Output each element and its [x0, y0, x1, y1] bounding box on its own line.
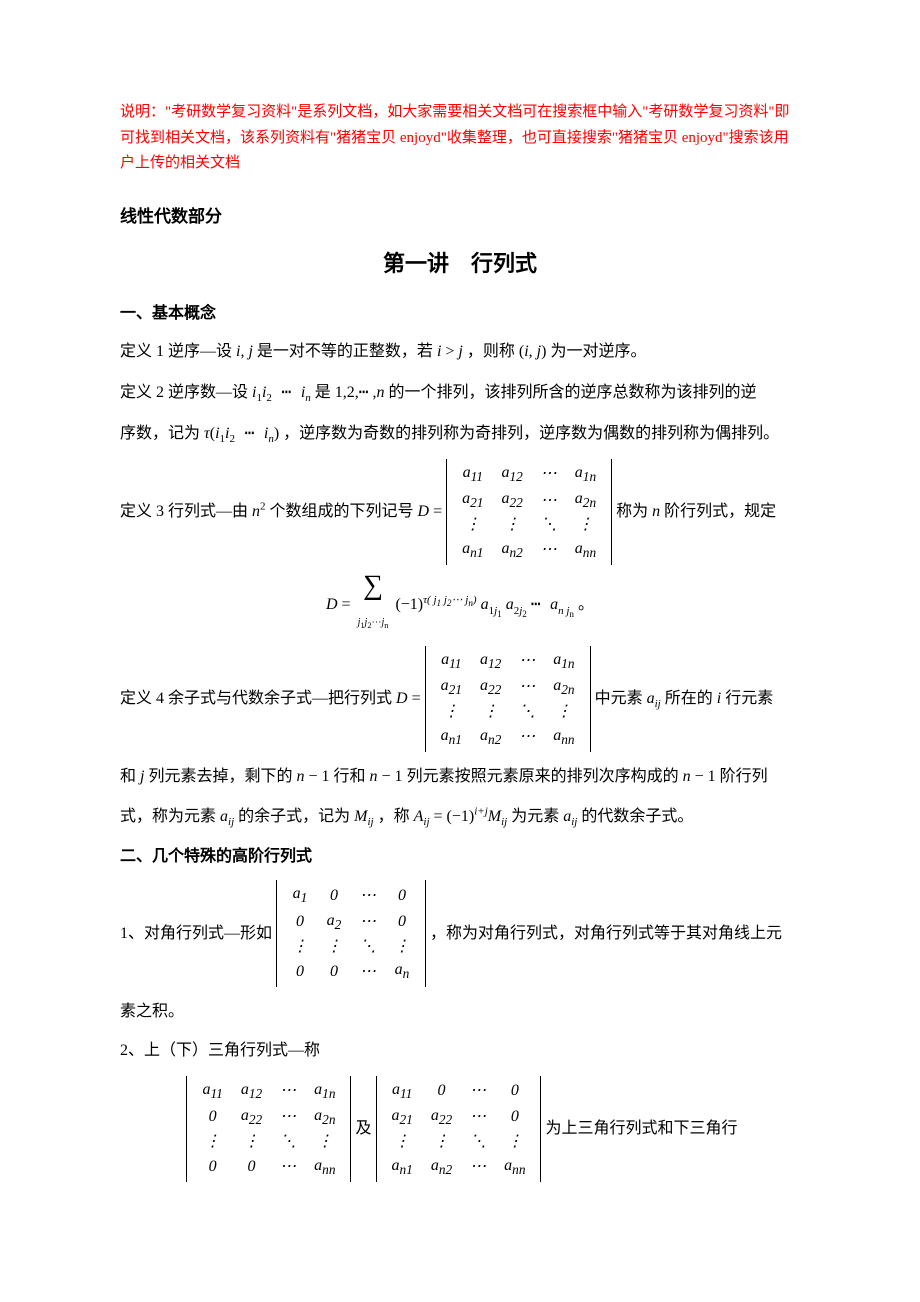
determinant-lower: a110⋯0a21a22⋯0⋮⋮⋱⋮an1an2⋯ann: [376, 1076, 542, 1182]
sp1-text-a: 1、对角行列式—形如: [120, 917, 272, 951]
sp2-text-a: 2、上（下）三角行列式—称: [120, 1034, 800, 1068]
def4-text-i: 阶行列: [716, 768, 768, 785]
def2-text-b: 是: [311, 384, 335, 401]
def4-text-n: 的代数余子式。: [577, 808, 693, 825]
def4-text-h: 列元素按照元素原来的排列次序构成的: [403, 768, 683, 785]
def4-text-e: 和: [120, 768, 140, 785]
def4-text-g: 行和: [330, 768, 370, 785]
def4-text-c: 所在的: [661, 690, 717, 707]
definition-2b: 序数，记为 τ(i1i2 ⋯ in) ，逆序数为奇数的排列称为奇排列，逆序数为偶…: [120, 416, 800, 451]
determinant-general-2: a11a12⋯a1na21a22⋯a2n⋮⋮⋱⋮an1an2⋯ann: [425, 646, 591, 752]
def4-text-a: 定义 4 余子式与代数余子式—把行列式: [120, 690, 396, 707]
determinant-general-1: a11a12⋯a1na21a22⋯a2n⋮⋮⋱⋮an1an2⋯ann: [446, 459, 612, 565]
def2-text-d: 序数，记为: [120, 425, 204, 442]
sp2-text-b: 及: [355, 1112, 371, 1146]
def4-text-d: 行元素: [721, 690, 773, 707]
sp1-text-c: 素之积。: [120, 995, 800, 1029]
def1-text-c: ，则称: [463, 343, 519, 360]
def1-text-b: 是一对不等的正整数，若: [253, 343, 437, 360]
special-2-formula: a11a12⋯a1n0a22⋯a2n⋮⋮⋱⋮00⋯ann 及 a110⋯0a21…: [120, 1074, 800, 1184]
definition-4b: 和 j 列元素去掉，剩下的 n − 1 行和 n − 1 列元素按照元素原来的排…: [120, 760, 800, 794]
def2-text-a: 定义 2 逆序数—设: [120, 384, 252, 401]
def3-text-b: 个数组成的下列记号: [266, 503, 418, 520]
def4-text-k: 的余子式，记为: [234, 808, 354, 825]
def3-text-d: 阶行列式，规定: [660, 503, 776, 520]
def4-text-b: 中元素: [595, 690, 647, 707]
subheading-2: 二、几个特殊的高阶行列式: [120, 842, 800, 872]
sp1-text-b: ，称为对角行列式，对角行列式等于其对角线上元: [430, 917, 782, 951]
definition-2: 定义 2 逆序数—设 i1i2 ⋯ in 是 1,2,⋯ ,n 的一个排列，该排…: [120, 375, 800, 410]
definition-1: 定义 1 逆序—设 i, j 是一对不等的正整数，若 i > j ，则称 (i,…: [120, 335, 800, 369]
def4-text-l: ，称: [374, 808, 414, 825]
def2-text-e: ，逆序数为奇数的排列称为奇排列，逆序数为偶数的排列称为偶排列。: [279, 425, 779, 442]
document-page: 说明："考研数学复习资料"是系列文档，如大家需要相关文档可在搜索框中输入"考研数…: [0, 0, 920, 1250]
section-heading: 线性代数部分: [120, 201, 800, 233]
subheading-1: 一、基本概念: [120, 299, 800, 329]
definition-3: 定义 3 行列式—由 n2 个数组成的下列记号 D = a11a12⋯a1na2…: [120, 457, 800, 567]
def4-text-m: 为元素: [507, 808, 563, 825]
sp2-text-c: 为上三角行列式和下三角行: [545, 1112, 737, 1146]
determinant-upper: a11a12⋯a1n0a22⋯a2n⋮⋮⋱⋮00⋯ann: [186, 1076, 351, 1182]
def4-text-j: 式，称为元素: [120, 808, 220, 825]
def2-text-c: 的一个排列，该排列所含的逆序总数称为该排列的逆: [384, 384, 756, 401]
special-1: 1、对角行列式—形如 a10⋯00a2⋯0⋮⋮⋱⋮00⋯an ，称为对角行列式，…: [120, 878, 800, 988]
top-note: 说明："考研数学复习资料"是系列文档，如大家需要相关文档可在搜索框中输入"考研数…: [120, 100, 800, 177]
determinant-diagonal: a10⋯00a2⋯0⋮⋮⋱⋮00⋯an: [276, 880, 426, 986]
determinant-sum-formula: D = ∑j1j2⋯jn (−1)τ( j1 j2⋯ jn) a1j1 a2j2…: [120, 575, 800, 636]
main-title: 第一讲 行列式: [120, 243, 800, 285]
def4-text-f: 列元素去掉，剩下的: [144, 768, 296, 785]
definition-4c: 式，称为元素 aij 的余子式，记为 Mij ，称 Aij = (−1)i+jM…: [120, 800, 800, 834]
definition-4: 定义 4 余子式与代数余子式—把行列式 D = a11a12⋯a1na21a22…: [120, 644, 800, 754]
def1-text-d: 为一对逆序。: [546, 343, 646, 360]
def3-text-c: 称为: [616, 503, 652, 520]
def3-text-a: 定义 3 行列式—由: [120, 503, 252, 520]
def1-text-a: 定义 1 逆序—设: [120, 343, 236, 360]
